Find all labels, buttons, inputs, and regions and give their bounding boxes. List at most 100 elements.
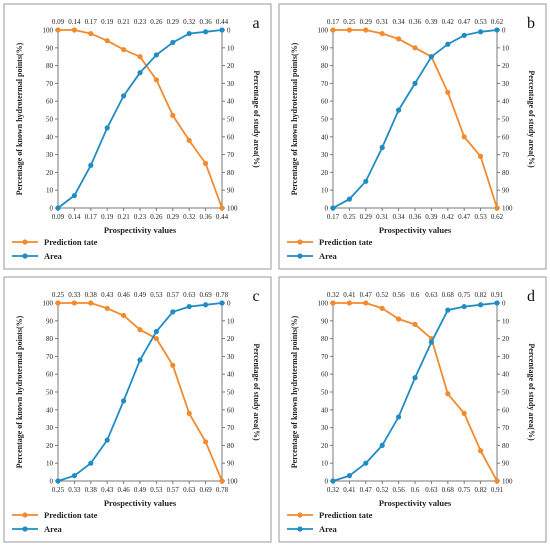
y-tick-label: 20 [321,442,329,450]
x-tick-label-bottom: 0.33 [68,486,81,494]
y2-tick-label: 40 [502,371,510,379]
y2-tick-label: 80 [502,442,510,450]
x-tick-label-bottom: 0.6 [411,486,420,494]
data-point-prediction [494,478,500,484]
data-point-area [330,478,336,484]
y-tick-label: 60 [46,98,54,106]
y2-tick-label: 10 [227,317,235,325]
y-axis-title: Percentage of known hydrotermal points(%… [15,315,24,468]
data-point-area [428,54,434,60]
x-tick-label-bottom: 0.42 [442,213,455,221]
data-point-area [396,414,402,420]
x-tick-label-top: 0.32 [183,18,196,26]
panel-frame [3,276,272,543]
x-tick-label-top: 0.53 [474,18,487,26]
x-tick-label-top: 0.21 [117,18,130,26]
x-tick-label-bottom: 0.26 [150,213,163,221]
data-point-area [137,70,143,76]
legend-label-prediction: Prediction tate [44,510,98,520]
x-tick-label-bottom: 0.63 [425,486,438,494]
legend-marker-prediction [22,239,28,245]
data-point-area [203,302,209,308]
data-point-area [170,39,176,46]
data-point-area [445,307,451,313]
x-tick-label-bottom: 0.43 [101,486,114,494]
data-point-prediction [445,89,451,95]
y2-tick-label: 70 [227,151,235,159]
data-point-area [153,328,159,335]
data-point-area [330,205,336,211]
y-tick-label: 70 [321,80,329,88]
x-tick-label-top: 0.49 [134,291,147,299]
y2-tick-label: 60 [227,406,235,414]
x-tick-label-top: 0.78 [216,291,229,299]
data-point-area [494,300,500,306]
y-tick-label: 60 [321,98,329,106]
y-tick-label: 90 [321,44,329,52]
x-tick-label-top: 0.09 [52,18,65,26]
x-tick-label-bottom: 0.68 [442,486,455,494]
data-point-prediction [55,27,61,33]
data-point-prediction [137,327,143,333]
y2-tick-label: 30 [227,80,235,88]
x-tick-label-top: 0.14 [68,18,81,26]
data-point-area [121,398,127,404]
data-point-area [494,27,500,33]
x-tick-label-top: 0.68 [442,291,455,299]
x-tick-label-bottom: 0.49 [134,486,147,494]
y-tick-label: 40 [321,133,329,141]
y-tick-label: 40 [321,406,329,414]
y2-axis-title: Percentage of study area(%) [252,343,261,441]
data-point-area [461,32,467,38]
panel-label: c [252,288,259,305]
data-point-prediction [186,410,192,416]
x-tick-label-bottom: 0.32 [327,486,340,494]
x-tick-label-bottom: 0.09 [52,213,65,221]
x-tick-label-bottom: 0.14 [68,213,81,221]
data-point-area [379,144,385,151]
y2-tick-label: 20 [227,335,235,343]
data-point-prediction [88,300,94,306]
x-tick-label-bottom: 0.62 [491,213,504,221]
data-point-area [346,473,352,479]
y-tick-label: 90 [46,44,54,52]
y-tick-label: 30 [321,424,329,432]
x-tick-label-top: 0.75 [458,291,471,299]
data-point-area [88,460,94,466]
y-axis-title: Percentage of known hydrotermal points(%… [290,315,299,468]
data-point-area [445,41,451,47]
x-tick-label-top: 0.31 [376,18,389,26]
y2-tick-label: 70 [502,424,510,432]
x-tick-label-top: 0.69 [199,291,212,299]
chart-panel-b: 0102030405060708090100100908070605040302… [278,3,547,270]
x-axis-title: Prospectivity values [104,225,177,235]
legend-marker-area [297,253,303,259]
y2-tick-label: 0 [502,300,506,308]
legend-label-area: Area [319,251,338,261]
x-tick-label-bottom: 0.38 [85,486,98,494]
legend-marker-area [297,526,303,532]
y-tick-label: 20 [321,169,329,177]
x-tick-label-top: 0.44 [216,18,229,26]
data-point-area [104,437,110,443]
data-point-prediction [55,300,61,306]
data-point-prediction [203,160,209,167]
legend-marker-prediction [297,239,303,245]
y2-tick-label: 20 [502,62,510,70]
x-tick-label-bottom: 0.41 [343,486,356,494]
y2-tick-label: 20 [502,335,510,343]
y-tick-label: 80 [321,335,329,343]
x-tick-label-bottom: 0.91 [491,486,504,494]
y2-tick-label: 10 [227,44,235,52]
data-point-area [104,125,110,131]
x-tick-label-bottom: 0.53 [150,486,163,494]
data-point-area [186,303,192,310]
x-tick-label-bottom: 0.69 [199,486,212,494]
y-tick-label: 60 [46,371,54,379]
x-tick-label-top: 0.57 [167,291,180,299]
x-tick-label-top: 0.29 [167,18,180,26]
y2-tick-label: 60 [502,133,510,141]
y2-tick-label: 10 [502,317,510,325]
data-point-area [363,178,369,184]
